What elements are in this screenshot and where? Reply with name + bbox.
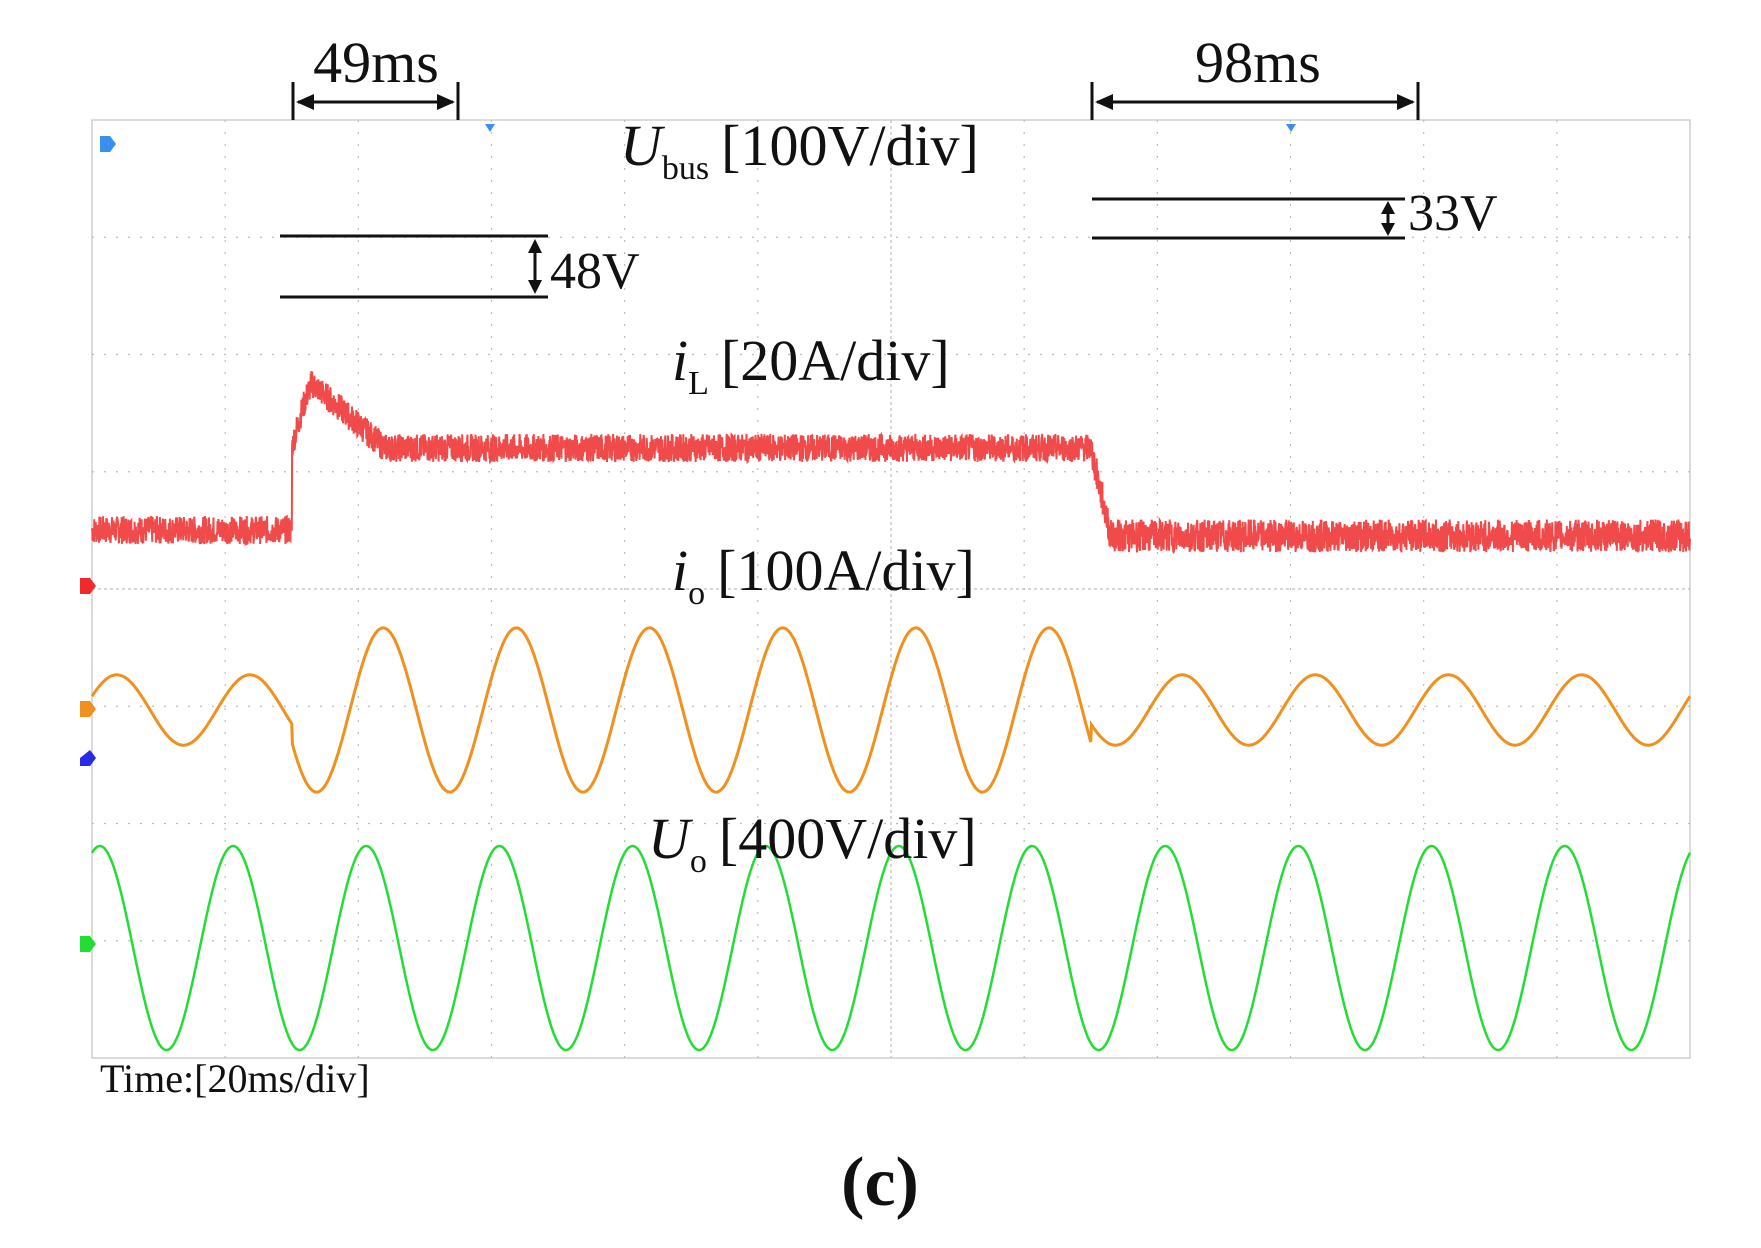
uo-label: Uo [400V/div] <box>648 806 977 880</box>
ref-marker <box>80 750 96 766</box>
uo-label-sub: o <box>690 843 707 880</box>
panel-label: (c) <box>841 1144 919 1221</box>
rise-33v-arrowhead-down <box>1381 223 1395 236</box>
ubus-label-sub: bus <box>662 150 709 187</box>
ubus-label-scale: [100V/div] <box>721 113 979 178</box>
dip-48v-arrowhead-up <box>528 239 542 253</box>
il-trace <box>91 371 1691 555</box>
span-98ms-label: 98ms <box>1195 30 1321 95</box>
io-label: io [100A/div] <box>672 538 975 612</box>
io-label-sub: o <box>688 575 705 612</box>
io-label-scale: [100A/div] <box>717 538 975 603</box>
uo-label-main: U <box>648 806 694 871</box>
uo-ground-marker <box>80 936 96 952</box>
rise-33v-arrowhead-up <box>1381 201 1395 214</box>
il-label: iL [20A/div] <box>672 328 950 402</box>
ubus-label-main: U <box>620 113 666 178</box>
channel-markers <box>80 124 1296 952</box>
ubus-ground-marker <box>100 136 116 152</box>
trigger-marker-left <box>485 124 495 132</box>
span-49ms-arrowhead-left <box>296 94 314 110</box>
uo-trace <box>90 844 1692 1052</box>
measurement-annotations: 49ms 98ms 48V 33V <box>280 30 1498 300</box>
channel-labels: Ubus [100V/div] iL [20A/div] io [100A/div] … <box>620 113 979 880</box>
scope-traces <box>90 371 1692 1052</box>
time-scale-label: Time:[20ms/div] <box>100 1056 370 1101</box>
rise-33v-label: 33V <box>1408 185 1498 242</box>
trigger-marker-right <box>1286 124 1296 132</box>
io-trace <box>90 626 1692 794</box>
span-49ms-label: 49ms <box>313 30 439 95</box>
dip-48v-label: 48V <box>550 243 640 300</box>
dip-48v-arrowhead-down <box>528 280 542 294</box>
span-98ms-arrowhead-left <box>1095 94 1113 110</box>
ubus-label: Ubus [100V/div] <box>620 113 979 187</box>
span-98ms-arrowhead-right <box>1397 94 1415 110</box>
il-label-scale: [20A/div] <box>721 328 950 393</box>
io-label-main: i <box>672 538 688 603</box>
io-ground-marker <box>80 701 96 717</box>
il-label-main: i <box>672 328 688 393</box>
il-ground-marker <box>80 578 96 594</box>
uo-label-scale: [400V/div] <box>719 806 977 871</box>
span-49ms-arrowhead-right <box>437 94 455 110</box>
il-label-sub: L <box>688 365 709 402</box>
